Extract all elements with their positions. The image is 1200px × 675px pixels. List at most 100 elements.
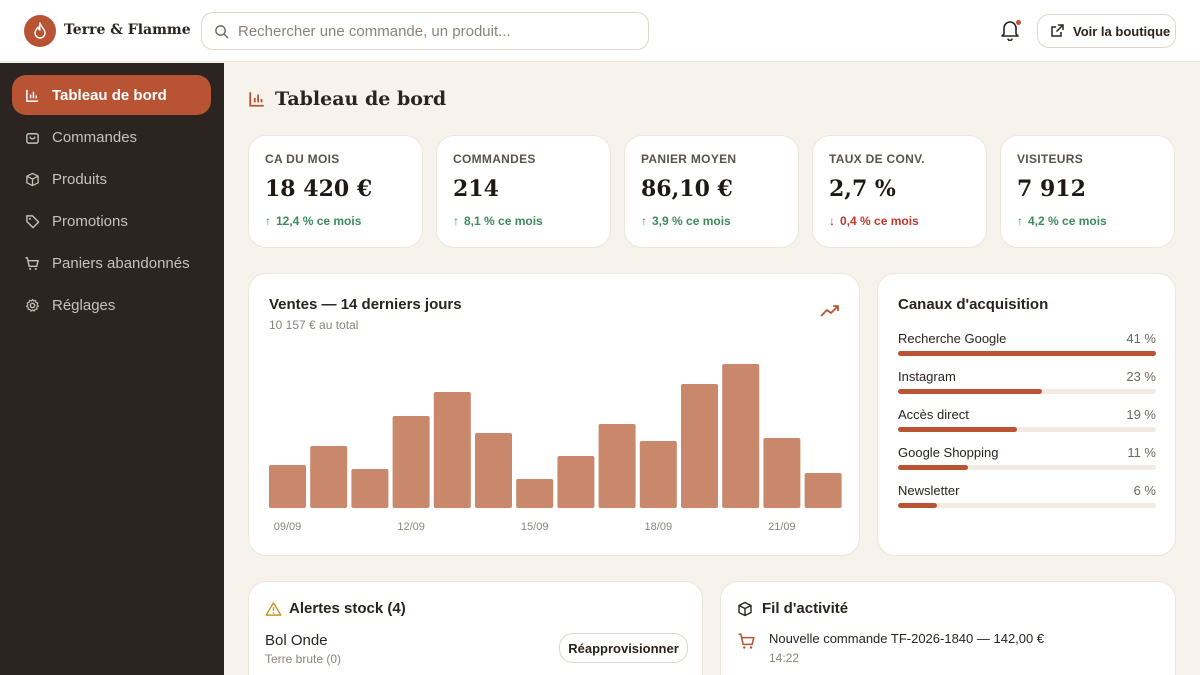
chart-bar[interactable] <box>763 438 801 508</box>
page-header: Tableau de bord <box>248 88 446 110</box>
sidebar-item-promotions[interactable]: Promotions <box>12 201 211 241</box>
channel-bar-fill <box>898 465 968 470</box>
sales-bar-chart: 09/09 12/09 15/09 18/09 21/09 <box>269 364 842 533</box>
kpi-delta: ↑ 3,9 % ce mois <box>641 214 782 228</box>
channel-name: Accès direct <box>898 407 969 422</box>
chart-bar[interactable] <box>392 416 430 508</box>
stock-alerts-card: Alertes stock (4) Bol Onde Terre brute (… <box>248 581 703 675</box>
channel-name: Newsletter <box>898 483 960 498</box>
chart-bar[interactable] <box>351 469 389 508</box>
notifications-button[interactable] <box>1000 19 1022 43</box>
chart-bar[interactable] <box>557 456 595 508</box>
channel-percent: 19 % <box>1126 407 1156 422</box>
sidebar-item-label: Promotions <box>52 212 128 230</box>
view-shop-label: Voir la boutique <box>1073 23 1171 39</box>
sales-chart-subtitle: 10 157 € au total <box>269 318 359 332</box>
channel-bar-track <box>898 351 1156 356</box>
x-tick-label: 21/09 <box>768 521 796 533</box>
channel-bar-track <box>898 389 1156 394</box>
channel-name: Recherche Google <box>898 331 1007 346</box>
x-tick-label: 09/09 <box>274 521 302 533</box>
channel-percent: 6 % <box>1133 483 1156 498</box>
tag-icon <box>24 213 40 229</box>
chart-bar[interactable] <box>722 364 760 508</box>
sales-chart-title: Ventes — 14 derniers jours <box>269 296 462 313</box>
channel-bar-track <box>898 465 1156 470</box>
chart-bar[interactable] <box>475 433 512 508</box>
acquisition-title: Canaux d'acquisition <box>898 296 1049 313</box>
sidebar-item-orders[interactable]: Commandes <box>12 117 211 157</box>
gear-icon <box>24 297 40 313</box>
top-bar: Terre & Flamme Voir la boutique <box>0 0 1200 62</box>
activity-item-text: Nouvelle commande TF-2026-1840 — 142,00 … <box>769 631 1045 646</box>
kpi-value: 7 912 <box>1017 176 1086 202</box>
kpi-delta-text: 4,2 % ce mois <box>1028 214 1107 228</box>
acquisition-row: Accès direct 19 % <box>898 407 1156 439</box>
chart-bar[interactable] <box>433 392 471 508</box>
channel-percent: 11 % <box>1127 445 1156 460</box>
activity-feed-title: Fil d'activité <box>762 600 849 617</box>
page-title: Tableau de bord <box>275 88 447 110</box>
kpi-value: 86,10 € <box>641 176 733 202</box>
kpi-label: VISITEURS <box>1017 152 1084 166</box>
kpi-delta-text: 0,4 % ce mois <box>840 214 919 228</box>
bar-chart-icon <box>249 92 264 107</box>
sales-chart-card: Ventes — 14 derniers jours 10 157 € au t… <box>248 273 860 556</box>
chart-bar[interactable] <box>310 446 348 508</box>
channel-bar-fill <box>898 503 937 508</box>
kpi-delta: ↑ 4,2 % ce mois <box>1017 214 1158 228</box>
channel-bar-fill <box>898 389 1043 394</box>
sidebar-item-label: Réglages <box>52 296 116 314</box>
acquisition-row: Newsletter 6 % <box>898 483 1156 515</box>
cart-icon <box>24 255 40 271</box>
kpi-label: CA DU MOIS <box>265 152 340 166</box>
cart-icon <box>738 633 755 649</box>
view-shop-button[interactable]: Voir la boutique <box>1037 14 1176 48</box>
sidebar-item-label: Tableau de bord <box>52 86 167 104</box>
channel-bar-track <box>898 427 1156 432</box>
kpi-card-average-cart: PANIER MOYEN 86,10 € ↑ 3,9 % ce mois <box>624 135 799 248</box>
sidebar-item-settings[interactable]: Réglages <box>12 285 211 325</box>
kpi-delta: ↓ 0,4 % ce mois <box>829 214 970 228</box>
trending-up-icon[interactable] <box>820 304 840 318</box>
x-tick-label: 15/09 <box>521 521 549 533</box>
chart-bar[interactable] <box>804 473 842 508</box>
acquisition-row: Instagram 23 % <box>898 369 1156 401</box>
stock-item-detail: Terre brute (0) <box>265 652 342 666</box>
chart-bar[interactable] <box>681 384 718 508</box>
arrow-up-icon: ↑ <box>1017 214 1023 228</box>
bell-icon <box>1001 21 1019 42</box>
sidebar-item-dashboard[interactable]: Tableau de bord <box>12 75 211 115</box>
arrow-up-icon: ↑ <box>453 214 459 228</box>
sidebar-item-abandoned-carts[interactable]: Paniers abandonnés <box>12 243 211 283</box>
chart-bar[interactable] <box>639 441 677 508</box>
activity-feed-header: Fil d'activité <box>737 600 848 617</box>
acquisition-row: Google Shopping 11 % <box>898 445 1156 477</box>
warning-icon <box>265 601 282 616</box>
kpi-delta-text: 8,1 % ce mois <box>464 214 543 228</box>
sidebar-item-label: Commandes <box>52 128 138 146</box>
kpi-label: TAUX DE CONV. <box>829 152 925 166</box>
search-input[interactable] <box>238 22 628 40</box>
sidebar-item-label: Paniers abandonnés <box>52 254 190 272</box>
kpi-value: 214 <box>453 176 499 202</box>
restock-button[interactable]: Réapprovisionner <box>559 633 688 663</box>
chart-bar[interactable] <box>516 479 554 508</box>
chart-bar[interactable] <box>269 465 306 508</box>
channel-bar-track <box>898 503 1156 508</box>
brand-name[interactable]: Terre & Flamme <box>64 22 191 38</box>
activity-item-time: 14:22 <box>769 651 800 665</box>
flame-logo-icon[interactable] <box>24 15 56 47</box>
channel-percent: 41 % <box>1126 331 1156 346</box>
channel-name: Google Shopping <box>898 445 999 460</box>
kpi-card-revenue: CA DU MOIS 18 420 € ↑ 12,4 % ce mois <box>248 135 423 248</box>
chart-bar[interactable] <box>598 424 636 508</box>
sidebar-item-products[interactable]: Produits <box>12 159 211 199</box>
box-icon <box>738 601 752 616</box>
kpi-card-visitors: VISITEURS 7 912 ↑ 4,2 % ce mois <box>1000 135 1175 248</box>
kpi-card-conversion-rate: TAUX DE CONV. 2,7 % ↓ 0,4 % ce mois <box>812 135 987 248</box>
search-bar[interactable] <box>201 12 649 50</box>
kpi-value: 18 420 € <box>265 176 373 202</box>
bar-chart-icon <box>24 87 40 103</box>
x-tick-label: 12/09 <box>397 521 425 533</box>
